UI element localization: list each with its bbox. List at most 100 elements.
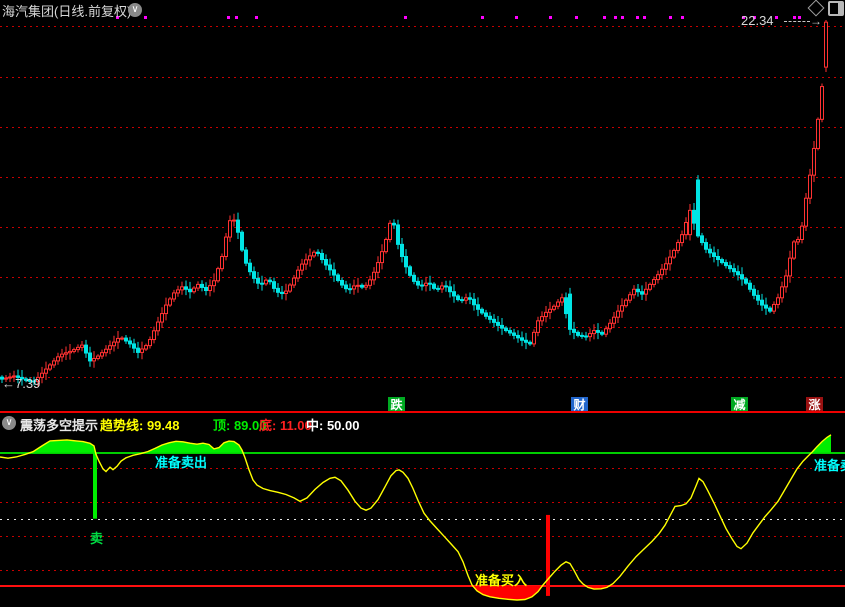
event-marker: 财 [571, 397, 588, 413]
candle-body [584, 335, 588, 338]
candle-body [608, 322, 612, 330]
candle-body [616, 310, 620, 318]
candle-body [56, 356, 60, 362]
bottom-value: 底: 11.00 [259, 418, 312, 433]
candle-body [824, 21, 828, 68]
top-value: 顶: 89.00 [213, 418, 267, 433]
candle-body [192, 287, 196, 293]
trend-value: 趋势线: 99.48 [100, 418, 180, 433]
panel-separator [0, 411, 845, 413]
candle-body [644, 288, 648, 295]
candle-body [508, 330, 512, 334]
grid-line [0, 502, 845, 504]
candle-body [348, 288, 352, 291]
candle-body [700, 235, 704, 244]
candle-body [380, 251, 384, 264]
signal-dot [643, 16, 646, 19]
candle-body [260, 282, 264, 285]
candle-body [776, 297, 780, 305]
chevron-down-icon[interactable]: ∨ [128, 3, 142, 17]
candle-body [48, 364, 52, 370]
chevron-down-icon[interactable]: ∨ [2, 416, 16, 430]
signal-dot [255, 16, 258, 19]
candle-body [808, 174, 812, 199]
candle-body [4, 377, 8, 380]
overbought-fill [0, 434, 831, 453]
candle-body [220, 256, 224, 270]
trend-line [0, 434, 832, 601]
candle-body [208, 285, 212, 291]
candle-body [560, 297, 564, 303]
signal-dot [227, 16, 230, 19]
candle-body [52, 360, 56, 366]
candle-body [472, 298, 476, 306]
high-arrow-icon: → [810, 14, 822, 28]
event-marker: 涨 [806, 397, 823, 413]
candle-body [464, 297, 468, 301]
candle-body [760, 299, 764, 306]
annotation-label: 准备买入 [475, 573, 528, 588]
candle-body [156, 321, 160, 332]
candle-body [180, 286, 184, 291]
candle-body [692, 209, 696, 224]
candle-body [392, 222, 396, 226]
candle-body [820, 86, 824, 120]
candle-body [444, 285, 448, 288]
candle-body [484, 312, 488, 317]
candle-body [532, 331, 536, 345]
candle-body [664, 263, 668, 270]
signal-dot [575, 16, 578, 19]
main-chart-panel: 海汽集团(日线.前复权) ∨ ←7.39 22.34 → 跌 财 减 涨 [0, 0, 845, 414]
candle-body [676, 242, 680, 251]
candle-body [200, 283, 204, 288]
candle-body [452, 291, 456, 297]
candle-body [280, 291, 284, 295]
candle-body [404, 256, 408, 268]
candle-body [92, 357, 96, 362]
candle-body [640, 291, 644, 295]
candle-body [36, 376, 40, 383]
candle-body [524, 339, 528, 343]
candle-body [420, 284, 424, 287]
grid-line [0, 127, 845, 128]
candle-body [328, 264, 332, 271]
indicator-canvas[interactable] [0, 432, 845, 607]
signal-dot [621, 16, 624, 19]
grid-line [0, 468, 845, 470]
candle-body [20, 376, 24, 380]
grid-line [0, 227, 845, 228]
candle-body [308, 255, 312, 261]
candle-body [344, 284, 348, 290]
candle-body [468, 297, 472, 300]
candle-body [112, 341, 116, 347]
candle-body [184, 286, 188, 290]
candle-body [432, 283, 436, 289]
mid-value: 中: 50.00 [306, 418, 360, 433]
signal-dot [515, 16, 518, 19]
signal-dot [481, 16, 484, 19]
candle-body [372, 271, 376, 281]
candle-body [612, 316, 616, 324]
candle-body [696, 179, 700, 237]
candle-body [148, 339, 152, 347]
candle-body [12, 375, 16, 378]
candle-body [548, 308, 552, 313]
signal-dot [742, 16, 745, 19]
candle-body [336, 274, 340, 281]
split-panel-icon[interactable] [828, 1, 844, 16]
signal-dot [614, 16, 617, 19]
signal-dot [681, 16, 684, 19]
candlestick-canvas[interactable] [0, 0, 845, 414]
candle-body [492, 318, 496, 323]
candle-body [396, 224, 400, 245]
candle-body [40, 372, 44, 378]
candle-body [284, 290, 288, 295]
candle-body [364, 284, 368, 288]
grid-line [0, 77, 845, 78]
candle-body [312, 251, 316, 257]
candle-body [212, 280, 216, 287]
candle-body [96, 355, 100, 359]
candle-body [384, 239, 388, 253]
candle-body [152, 330, 156, 341]
